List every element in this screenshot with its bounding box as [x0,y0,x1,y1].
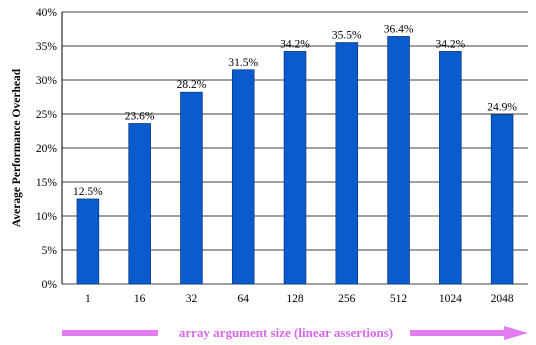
bar [283,51,307,285]
x-tick-label: 16 [134,293,146,305]
x-tick-label: 256 [338,293,356,305]
x-tick-label: 1 [85,293,91,305]
y-axis-label: Average Performance Overhead [11,68,23,227]
y-tick-label: 15% [36,177,58,189]
data-label: 28.2% [177,79,207,91]
x-axis-arrow [62,326,528,340]
y-tick-label: 35% [36,41,58,53]
data-label: 23.6% [125,111,155,123]
bar [439,51,462,285]
y-tick-label: 20% [36,143,58,155]
y-tick-label: 10% [36,211,58,223]
data-label: 34.2% [280,38,310,50]
x-tick-label: 1024 [439,293,462,305]
y-tick-labels: 0% 5% 10% 15% 20% 25% 30% 35% 40% [36,7,58,291]
x-axis-arrow-head [504,326,528,340]
x-tick-label: 64 [237,293,249,305]
bar [128,123,151,285]
x-tick-label: 32 [186,293,198,305]
y-tick-label: 40% [36,7,58,19]
x-tick-label: 128 [286,293,304,305]
data-label: 36.4% [384,23,414,35]
x-tick-labels: 1 16 32 64 128 256 512 1024 2048 [85,293,514,305]
data-label: 35.5% [332,30,362,42]
bar [335,42,359,285]
data-label: 34.2% [435,38,465,50]
bar [180,91,203,285]
x-axis-label: array argument size (linear assertions) [179,325,393,340]
y-tick-label: 0% [42,279,58,291]
x-tick-label: 512 [390,293,408,305]
y-tick-label: 25% [36,109,58,121]
bar [231,69,255,285]
data-label: 31.5% [228,57,258,69]
data-label: 12.5% [73,186,103,198]
y-tick-label: 30% [36,75,58,87]
x-axis-arrow-shaft-left [62,330,158,336]
x-axis-arrow-shaft-right [410,330,506,336]
bar [76,198,100,285]
x-tick-label: 2048 [491,293,514,305]
data-label: 24.9% [487,102,517,114]
data-labels: 12.5% 23.6% 28.2% 31.5% 34.2% 35.5% 36.4% 34.2%… [73,23,517,198]
bar [490,114,514,285]
y-tick-label: 5% [42,245,58,257]
bar [387,36,410,285]
bars [76,36,514,285]
